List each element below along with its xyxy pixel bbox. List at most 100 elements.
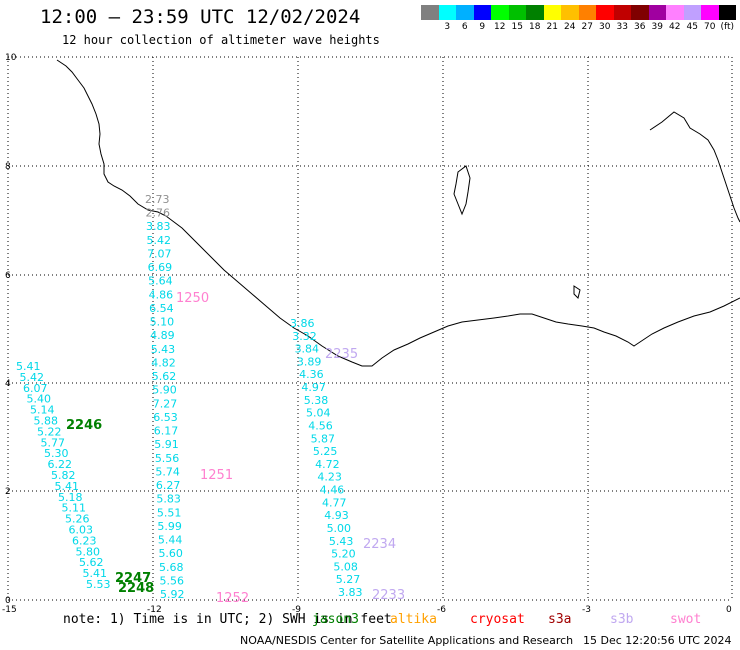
swh-value-label: 4.36 xyxy=(299,368,324,381)
swh-value-label: 7.27 xyxy=(153,397,178,410)
swh-value-label: 5.04 xyxy=(306,407,331,420)
swh-value-label: 5.44 xyxy=(158,534,183,547)
legend-swatch xyxy=(648,5,666,20)
swh-value-label: 5.38 xyxy=(304,394,329,407)
swh-value-label: 4.97 xyxy=(301,381,326,394)
swh-value-label: 5.41 xyxy=(55,480,80,493)
swh-value-label: 5.00 xyxy=(327,522,352,535)
swh-value-label: 3.89 xyxy=(297,355,322,368)
swh-value-label: 5.62 xyxy=(79,556,104,569)
pass-number-label: 1252 xyxy=(216,591,249,606)
swh-value-label: 4.72 xyxy=(315,458,340,471)
y-tick-label: 8 xyxy=(5,162,11,172)
pass-number-label: 2248 xyxy=(118,581,154,596)
swh-value-label: 5.11 xyxy=(62,502,87,515)
satellite-legend-s3a: s3a xyxy=(548,612,572,627)
swh-value-label: 4.23 xyxy=(317,471,342,484)
legend-swatch xyxy=(526,5,544,20)
swh-value-label: 5.42 xyxy=(147,234,172,247)
swh-value-label: 6.27 xyxy=(156,479,181,492)
legend-label: 21 xyxy=(546,22,558,32)
y-tick-label: 4 xyxy=(5,379,11,389)
pass-number-label: 1250 xyxy=(176,291,209,306)
swh-value-label: 5.99 xyxy=(157,520,182,533)
legend-label: 33 xyxy=(616,22,628,32)
generated-time: 15 Dec 12:20:56 UTC 2024 xyxy=(583,634,732,647)
swh-value-label: 3.84 xyxy=(295,343,320,356)
swh-value-label: 5.40 xyxy=(27,393,52,406)
y-tick-label: 10 xyxy=(5,53,17,63)
x-tick-label: -12 xyxy=(147,605,162,615)
island-1 xyxy=(453,165,471,216)
legend-label: 12 xyxy=(494,22,506,32)
swh-value-label: 6.69 xyxy=(148,261,173,274)
swh-legend-labels: 3 6 9 12 15 18 21 24 27 30 33 36 39 42 45 70 (ft) xyxy=(421,22,736,32)
y-tick-label: 6 xyxy=(5,271,11,281)
pass-number-label: 1251 xyxy=(200,468,233,483)
legend-swatch xyxy=(718,5,736,20)
swh-value-label: 6.07 xyxy=(23,382,48,395)
coastline xyxy=(56,59,740,367)
swh-value-label: 4.89 xyxy=(150,329,175,342)
pass-number-label: 2235 xyxy=(325,347,358,362)
swh-value-label: 6.03 xyxy=(69,524,94,537)
swh-value-label: 5.77 xyxy=(41,436,66,449)
legend-label: 27 xyxy=(581,22,593,32)
swh-value-label: 5.18 xyxy=(58,491,83,504)
x-tick-label: -9 xyxy=(292,605,301,615)
y-tick-label: 2 xyxy=(5,487,11,497)
legend-swatch xyxy=(666,5,684,20)
swh-value-label: 5.43 xyxy=(329,535,354,548)
swh-value-label: 6.22 xyxy=(48,458,73,471)
swh-value-label: 5.51 xyxy=(157,506,182,519)
swh-value-label: 6.23 xyxy=(72,534,97,547)
swh-value-label: 2.76 xyxy=(146,207,171,220)
swh-value-label: 5.30 xyxy=(44,447,69,460)
swh-value-label: 5.62 xyxy=(152,370,177,383)
x-tick-label: 0 xyxy=(726,605,732,615)
legend-swatch xyxy=(508,5,526,20)
swh-value-label: 5.80 xyxy=(76,545,101,558)
legend-label: 39 xyxy=(651,22,663,32)
legend-swatch xyxy=(683,5,701,20)
swh-value-label: 5.10 xyxy=(150,316,175,329)
legend-label: 45 xyxy=(686,22,698,32)
axis-labels: -15 -12 -9 -6 -3 0 0 2 4 6 8 10 xyxy=(2,53,732,615)
credit-line: NOAA/NESDIS Center for Satellite Applica… xyxy=(240,634,574,647)
legend-label: 3 xyxy=(444,22,451,32)
swh-value-label: 4.46 xyxy=(320,484,345,497)
swh-value-label: 6.17 xyxy=(154,425,179,438)
swh-value-label: 6.53 xyxy=(153,411,178,424)
map-subtitle: 12 hour collection of altimeter wave hei… xyxy=(62,33,380,47)
swh-value-label: 5.26 xyxy=(65,513,90,526)
swh-value-label: 5.22 xyxy=(37,425,62,438)
satellite-legend-s3b: s3b xyxy=(610,612,634,627)
legend-label: 36 xyxy=(634,22,646,32)
x-tick-label: -6 xyxy=(437,605,446,615)
pass-number-label: 2247 xyxy=(115,571,151,586)
legend-swatch xyxy=(438,5,456,20)
swh-value-label: 4.56 xyxy=(308,419,333,432)
swh-value-label: 5.88 xyxy=(34,415,59,428)
swh-value-label: 5.25 xyxy=(313,445,338,458)
swh-value-label: 4.77 xyxy=(322,496,347,509)
legend-label: 70 xyxy=(704,22,716,32)
map-title: 12:00 – 23:59 UTC 12/02/2024 xyxy=(40,6,361,28)
swh-value-label: 5.82 xyxy=(51,469,76,482)
swh-value-label: 5.53 xyxy=(86,578,111,591)
map-grid xyxy=(7,56,733,601)
swh-value-label: 5.41 xyxy=(16,360,41,373)
swh-value-label: 5.43 xyxy=(151,343,176,356)
swh-value-label: 5.27 xyxy=(336,573,361,586)
coastline-main xyxy=(56,59,740,367)
island-2 xyxy=(573,285,581,299)
swh-value-label: 6.54 xyxy=(149,302,174,315)
swh-value-label: 5.08 xyxy=(333,560,358,573)
swh-value-label: 4.86 xyxy=(149,288,174,301)
legend-swatch xyxy=(578,5,596,20)
swh-value-label: 5.42 xyxy=(20,371,45,384)
legend-swatch xyxy=(596,5,614,20)
satellite-legend-jason3: jason3 xyxy=(312,612,359,627)
